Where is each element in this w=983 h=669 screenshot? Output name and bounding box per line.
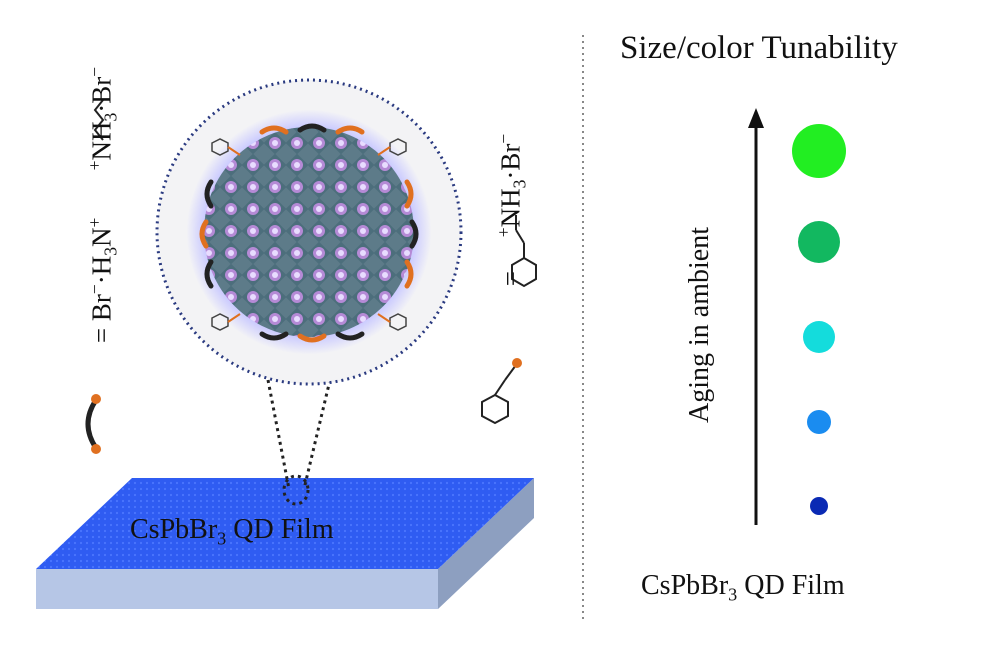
phenethyl-molecule	[511, 215, 537, 288]
emission-dot-2	[798, 221, 840, 263]
zoom-spot	[282, 474, 310, 506]
emission-dot-1	[792, 124, 846, 178]
film-side-right	[438, 478, 534, 609]
film-label-right: CsPbBr3 QD Film	[641, 570, 845, 605]
size-color-title: Size/color Tunability	[620, 30, 898, 66]
aging-label: Aging in ambient	[684, 227, 715, 423]
surface-ligands	[199, 123, 419, 343]
film-label-left: CsPbBr3 QD Film	[130, 514, 334, 549]
emission-dot-4	[807, 410, 831, 434]
phenethyl-ligand-formula: = +NH3·Br−	[493, 133, 530, 287]
phenethyl-ligand-glyph	[481, 358, 522, 425]
emission-dot-3	[803, 321, 835, 353]
film-substrate	[36, 478, 534, 609]
emission-dots	[792, 124, 846, 515]
perovskite-crystal	[204, 127, 414, 337]
quantum-dot-zoom	[155, 78, 463, 386]
phenyl-ligands	[211, 138, 407, 331]
zoom-lines	[266, 379, 332, 506]
alkyl-chain	[93, 99, 105, 141]
film-side-front	[36, 569, 438, 609]
film-top-surface	[36, 478, 534, 569]
aging-arrow	[748, 108, 764, 525]
alkyl-ligand-formula: = Br−·H3N+ +NH3·Br−	[84, 66, 121, 344]
alkyl-ligand-glyph	[85, 394, 101, 454]
emission-dot-5	[810, 497, 828, 515]
